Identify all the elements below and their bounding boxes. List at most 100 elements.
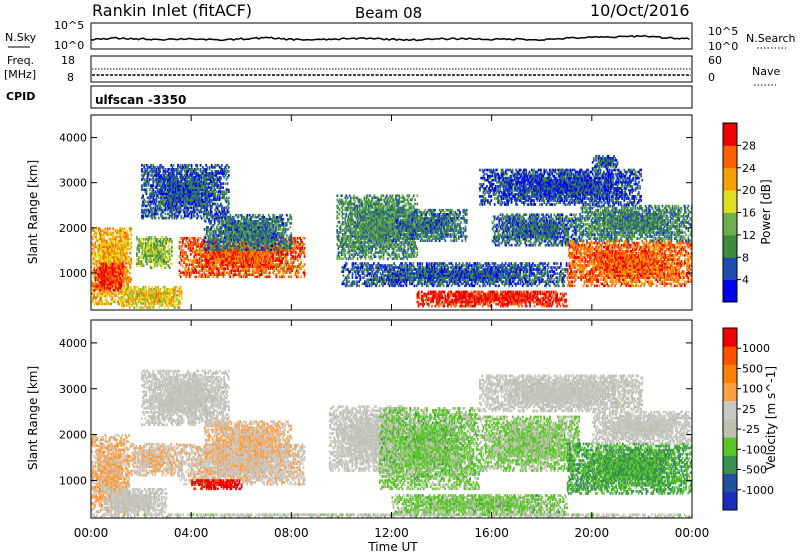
heatmap-cell: [131, 304, 133, 307]
heatmap-cell: [197, 263, 200, 266]
heatmap-cell: [165, 216, 168, 220]
heatmap-cell: [201, 259, 203, 262]
heatmap-cell: [123, 272, 126, 275]
heatmap-cell: [147, 256, 150, 259]
heatmap-cell: [95, 287, 98, 290]
heatmap-cell: [154, 236, 156, 239]
heatmap-cell: [129, 272, 132, 275]
heatmap-cell: [213, 249, 216, 252]
heatmap-cell: [229, 265, 232, 268]
heatmap-cell: [115, 245, 118, 249]
heatmap-cell: [171, 289, 174, 293]
heatmap-cell: [213, 273, 216, 277]
heatmap-cell: [93, 294, 96, 298]
heatmap-cell: [97, 237, 100, 241]
heatmap-cell: [123, 239, 126, 243]
heatmap-cell: [97, 227, 100, 231]
heatmap-cell: [209, 259, 211, 262]
heatmap-cell: [175, 300, 177, 303]
heatmap-cell: [152, 302, 155, 305]
heatmap-cell: [102, 249, 105, 253]
heatmap-cell: [104, 298, 107, 302]
heatmap-cell: [155, 242, 157, 245]
heatmap-cell: [91, 229, 93, 233]
heatmap-cell: [275, 248, 278, 252]
heatmap-cell: [133, 300, 136, 303]
heatmap-cell: [125, 282, 128, 285]
heatmap-cell: [125, 259, 128, 263]
heatmap-cell: [191, 271, 193, 275]
heatmap-cell: [155, 244, 157, 247]
heatmap-cell: [95, 233, 98, 237]
heatmap-cell: [94, 274, 97, 277]
heatmap-cell: [142, 302, 145, 305]
heatmap-cell: [98, 292, 101, 296]
heatmap-cell: [169, 238, 172, 241]
heatmap-cell: [196, 249, 199, 252]
heatmap-cell: [105, 276, 108, 280]
heatmap-cell: [230, 245, 233, 248]
heatmap-cell: [91, 251, 93, 255]
heatmap-cell: [154, 289, 157, 293]
heatmap-cell: [188, 238, 191, 242]
heatmap-cell: [111, 278, 114, 282]
cpid-text: ulfscan -3350: [95, 93, 186, 107]
heatmap-cell: [145, 242, 147, 245]
heatmap-cell: [165, 291, 167, 295]
heatmap-cell: [279, 244, 281, 247]
heatmap-cell: [183, 261, 185, 264]
heatmap-cell: [185, 236, 188, 240]
heatmap-cell: [140, 238, 143, 241]
heatmap-cell: [166, 300, 168, 303]
heatmap-cell: [113, 251, 116, 255]
heatmap-cell: [96, 253, 99, 257]
heatmap-cell: [145, 248, 147, 251]
heatmap-cell: [209, 271, 211, 275]
heatmap-cell: [128, 227, 130, 231]
heatmap-cell: [99, 280, 101, 284]
heatmap-cell: [141, 246, 144, 249]
heatmap-cell: [110, 278, 113, 282]
heatmap-cell: [103, 245, 106, 249]
heatmap-cell: [113, 294, 116, 298]
heatmap-cell: [98, 278, 101, 281]
heatmap-cell: [122, 288, 125, 291]
heatmap-cell: [104, 227, 107, 231]
heatmap-cell: [201, 243, 203, 246]
heatmap-cell: [158, 298, 160, 301]
heatmap-cell: [207, 275, 210, 279]
heatmap-cell: [93, 290, 96, 294]
heatmap-cell: [169, 287, 172, 291]
heatmap-cell: [130, 259, 133, 263]
heatmap-cell: [154, 262, 156, 266]
heatmap-cell: [124, 231, 127, 235]
heatmap-cell: [163, 300, 166, 303]
heatmap-cell: [226, 257, 228, 260]
heatmap-cell: [168, 266, 171, 270]
heatmap-cell: [129, 247, 132, 251]
heatmap-cell: [179, 253, 182, 256]
heatmap-cell: [126, 294, 129, 297]
heatmap-cell: [209, 251, 211, 254]
heatmap-cell: [105, 243, 108, 247]
heatmap-cell: [236, 253, 238, 256]
heatmap-cell: [120, 270, 123, 274]
heatmap-cell: [107, 292, 110, 296]
heatmap-cell: [112, 243, 115, 247]
heatmap-cell: [109, 251, 111, 255]
heatmap-cell: [210, 273, 212, 277]
heatmap-cell: [164, 240, 166, 243]
heatmap-cell: [172, 287, 175, 291]
heatmap-cell: [119, 247, 121, 251]
heatmap-cell: [93, 289, 96, 292]
heatmap-cell: [205, 240, 208, 244]
heatmap-cell: [129, 251, 132, 255]
heatmap-cell: [113, 266, 116, 270]
heatmap-cell: [212, 271, 215, 275]
heatmap-cell: [100, 278, 102, 281]
heatmap-cell: [200, 263, 202, 266]
heatmap-cell: [144, 285, 147, 289]
heatmap-cell: [155, 260, 157, 263]
heatmap-cell: [113, 289, 116, 292]
heatmap-cell: [134, 302, 137, 305]
